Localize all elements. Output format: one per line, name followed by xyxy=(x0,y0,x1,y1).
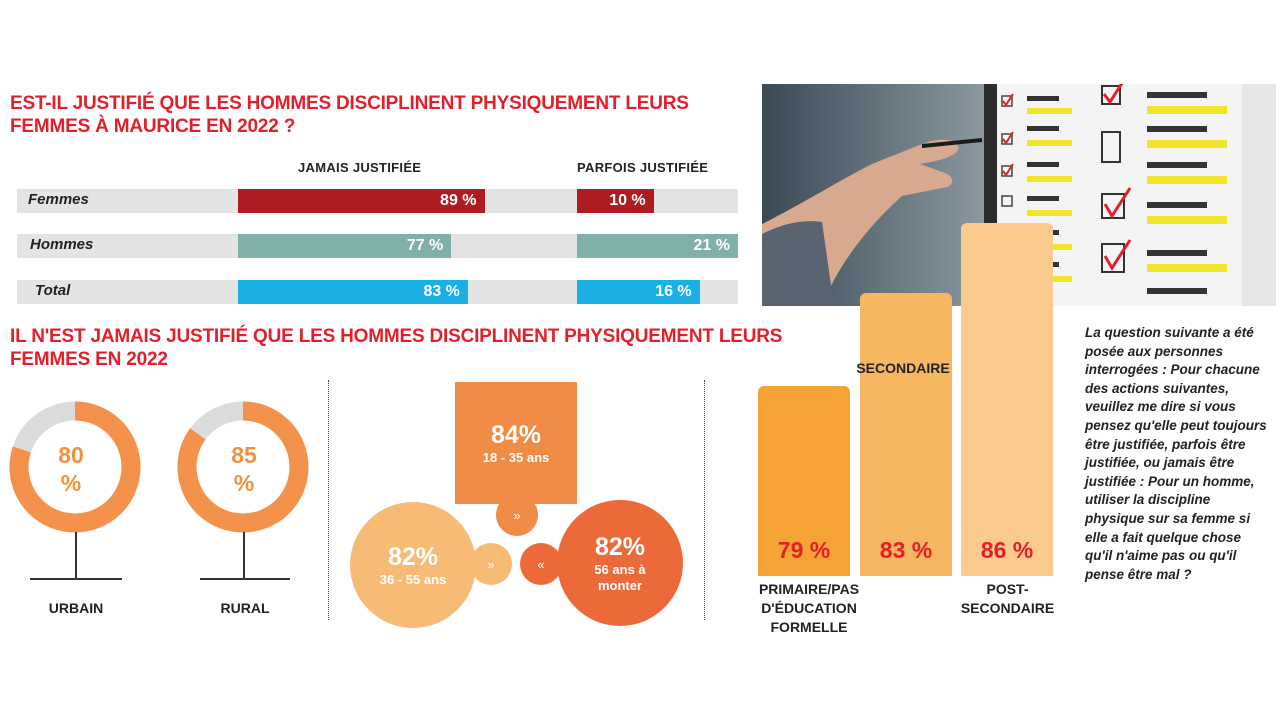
edu-label-post-secondaire: POST-SECONDAIRE xyxy=(960,581,1055,616)
donut-value-urbain: 80% xyxy=(58,442,84,496)
row-label-hommes: Hommes xyxy=(30,236,94,253)
donut-charts xyxy=(9,401,309,533)
col-head-parfois: PARFOIS JUSTIFIÉE xyxy=(577,160,709,175)
chevron-down-icon: » xyxy=(496,494,538,536)
bar-parfois-hommes: 21 % xyxy=(577,234,738,258)
chevron-left-icon: « xyxy=(520,543,562,585)
bar-parfois-total: 16 % xyxy=(577,280,700,304)
stem-urbain xyxy=(75,532,77,578)
row-label-total: Total xyxy=(35,282,71,299)
edu-value-primaire: 79 % xyxy=(777,536,831,563)
checklist-rows xyxy=(1001,84,1276,306)
donut-value-rural: 85% xyxy=(231,442,257,496)
edu-label-primaire: PRIMAIRE/PAS D'ÉDUCATION FORMELLE xyxy=(758,581,860,635)
bubble-age-36-55: 82% 36 - 55 ans xyxy=(350,502,476,628)
base-rural xyxy=(200,578,290,580)
question-text: La question suivante a été posée aux per… xyxy=(1085,325,1267,582)
divider-1 xyxy=(328,380,329,620)
base-urbain xyxy=(30,578,122,580)
bar-jamais-femmes: 89 % xyxy=(238,189,485,213)
label-urbain: URBAIN xyxy=(48,600,104,616)
edu-bar-secondaire: 83 % xyxy=(860,292,952,576)
donut-arc-rural xyxy=(177,401,309,533)
label-rural: RURAL xyxy=(220,600,270,616)
bubble-age-56-plus: 82% 56 ans à monter xyxy=(557,500,683,626)
top-title: EST-IL JUSTIFIÉ QUE LES HOMMES DISCIPLIN… xyxy=(10,93,689,137)
edu-bar-primaire: 79 % xyxy=(758,386,850,576)
row-label-femmes: Femmes xyxy=(28,191,89,208)
bottom-title: IL N'EST JAMAIS JUSTIFIÉ QUE LES HOMMES … xyxy=(10,326,783,370)
bar-jamais-total: 83 % xyxy=(238,280,468,304)
bar-jamais-hommes: 77 % xyxy=(238,234,452,258)
hand-figure xyxy=(762,138,983,306)
donut-arc-urbain xyxy=(9,401,141,533)
stem-rural xyxy=(243,532,245,578)
divider-2 xyxy=(704,380,705,620)
bar-parfois-femmes: 10 % xyxy=(577,189,654,213)
edu-value-post-secondaire: 86 % xyxy=(980,537,1034,563)
edu-bar-post-secondaire: 86 % xyxy=(961,223,1053,576)
bubble-age-18-35: 84% 18 - 35 ans xyxy=(455,382,577,504)
col-head-jamais: JAMAIS JUSTIFIÉE xyxy=(298,160,422,175)
edu-label-secondaire: SECONDAIRE xyxy=(856,360,950,376)
edu-value-secondaire: 83 % xyxy=(879,536,933,563)
chevron-right-icon: » xyxy=(470,543,512,585)
